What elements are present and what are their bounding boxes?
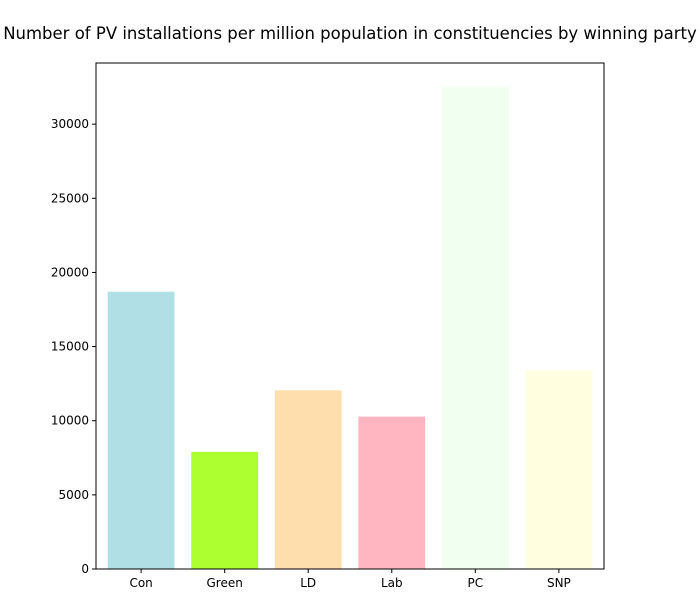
x-tick-label: Green [206,576,242,590]
bars-group [107,87,593,569]
bar-lab [358,416,426,569]
bar-ld [274,390,342,569]
y-tick-label: 5000 [58,488,89,502]
chart-title: Number of PV installations per million p… [3,24,697,43]
x-axis: Con Green LD Lab PC SNP [129,569,571,590]
x-tick-label: PC [468,576,484,590]
bar-green [191,451,259,569]
bar-pc [441,87,509,569]
x-tick-label: Lab [381,576,403,590]
plot-frame [95,62,605,570]
y-tick-label: 10000 [51,414,89,428]
y-tick-label: 25000 [51,191,89,205]
x-tick-label: Con [129,576,152,590]
y-tick-label: 0 [81,562,89,576]
bar-con [107,291,175,569]
y-tick-label: 20000 [51,265,89,279]
x-tick-label: LD [300,576,316,590]
y-axis: 0 5000 10000 15000 20000 25000 30000 [51,117,96,576]
x-tick-label: SNP [547,576,571,590]
y-tick-label: 15000 [51,340,89,354]
bar-snp [525,370,593,569]
y-tick-label: 30000 [51,117,89,131]
